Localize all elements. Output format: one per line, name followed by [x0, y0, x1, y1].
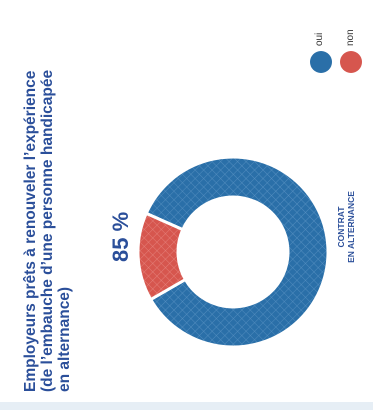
donut-slice-non — [136, 211, 188, 302]
legend-label-oui: oui — [314, 32, 325, 46]
center-caption: CONTRAT EN ALTERNANCE — [336, 172, 366, 282]
donut-slice-oui — [144, 155, 330, 349]
center-caption-line-2: EN ALTERNANCE — [346, 191, 356, 263]
legend-swatch-non — [340, 51, 362, 73]
center-caption-line-1: CONTRAT — [336, 206, 346, 248]
legend-label-non: non — [345, 29, 356, 46]
bottom-border — [0, 402, 373, 410]
legend-swatch-oui — [310, 51, 332, 73]
